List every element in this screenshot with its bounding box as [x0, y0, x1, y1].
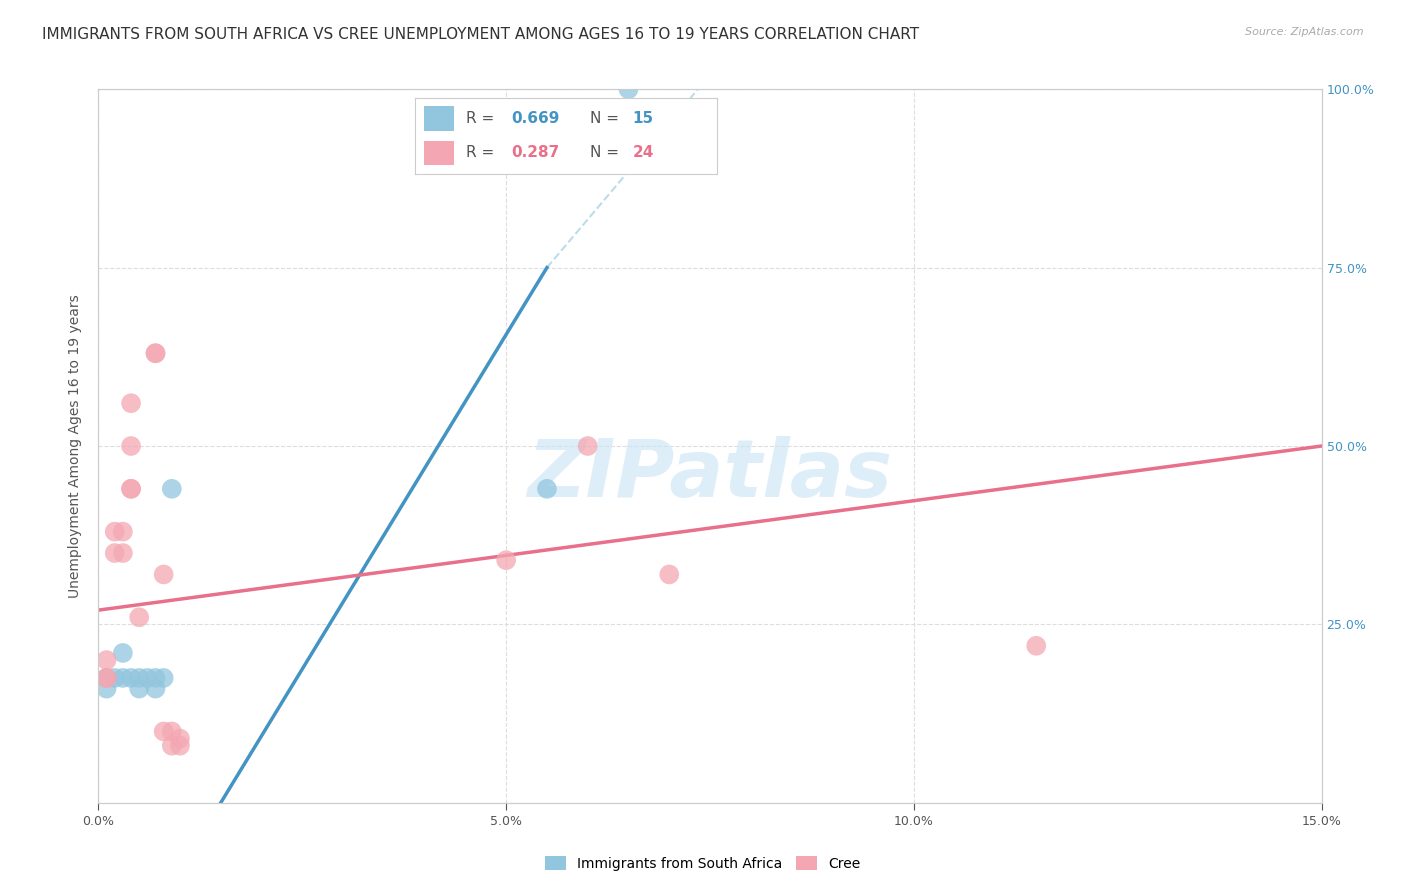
Point: [152, 671, 174, 685]
Point: [536, 482, 558, 496]
Point: [104, 671, 127, 685]
Point: [160, 482, 183, 496]
Point: [96, 671, 118, 685]
Text: ZIPatlas: ZIPatlas: [527, 435, 893, 514]
Point: [104, 546, 127, 560]
Point: [1025, 639, 1047, 653]
Point: [104, 524, 127, 539]
Point: [658, 567, 681, 582]
Point: [145, 346, 167, 360]
Point: [111, 671, 134, 685]
Point: [617, 82, 640, 96]
Point: [152, 724, 174, 739]
Point: [128, 671, 150, 685]
Point: [120, 482, 142, 496]
Y-axis label: Unemployment Among Ages 16 to 19 years: Unemployment Among Ages 16 to 19 years: [69, 294, 83, 598]
Point: [576, 439, 599, 453]
Text: N =: N =: [591, 112, 624, 126]
Point: [96, 671, 118, 685]
Point: [111, 646, 134, 660]
Point: [111, 524, 134, 539]
Point: [120, 396, 142, 410]
Point: [120, 482, 142, 496]
Point: [152, 567, 174, 582]
Point: [169, 731, 191, 746]
Text: N =: N =: [591, 145, 624, 161]
Point: [111, 546, 134, 560]
Point: [120, 439, 142, 453]
Text: 0.669: 0.669: [512, 112, 560, 126]
Point: [120, 671, 142, 685]
Point: [495, 553, 517, 567]
Point: [145, 346, 167, 360]
Point: [96, 681, 118, 696]
FancyBboxPatch shape: [423, 141, 454, 165]
Point: [160, 739, 183, 753]
Point: [160, 724, 183, 739]
Point: [96, 671, 118, 685]
Point: [128, 610, 150, 624]
Text: R =: R =: [467, 112, 499, 126]
Text: IMMIGRANTS FROM SOUTH AFRICA VS CREE UNEMPLOYMENT AMONG AGES 16 TO 19 YEARS CORR: IMMIGRANTS FROM SOUTH AFRICA VS CREE UNE…: [42, 27, 920, 42]
Legend: Immigrants from South Africa, Cree: Immigrants from South Africa, Cree: [540, 850, 866, 876]
Point: [145, 681, 167, 696]
Point: [128, 681, 150, 696]
Point: [169, 739, 191, 753]
Point: [136, 671, 159, 685]
Point: [145, 671, 167, 685]
Text: R =: R =: [467, 145, 499, 161]
Text: 15: 15: [633, 112, 654, 126]
Text: 24: 24: [633, 145, 654, 161]
Point: [96, 653, 118, 667]
Text: Source: ZipAtlas.com: Source: ZipAtlas.com: [1246, 27, 1364, 37]
Text: 0.287: 0.287: [512, 145, 560, 161]
FancyBboxPatch shape: [423, 106, 454, 131]
